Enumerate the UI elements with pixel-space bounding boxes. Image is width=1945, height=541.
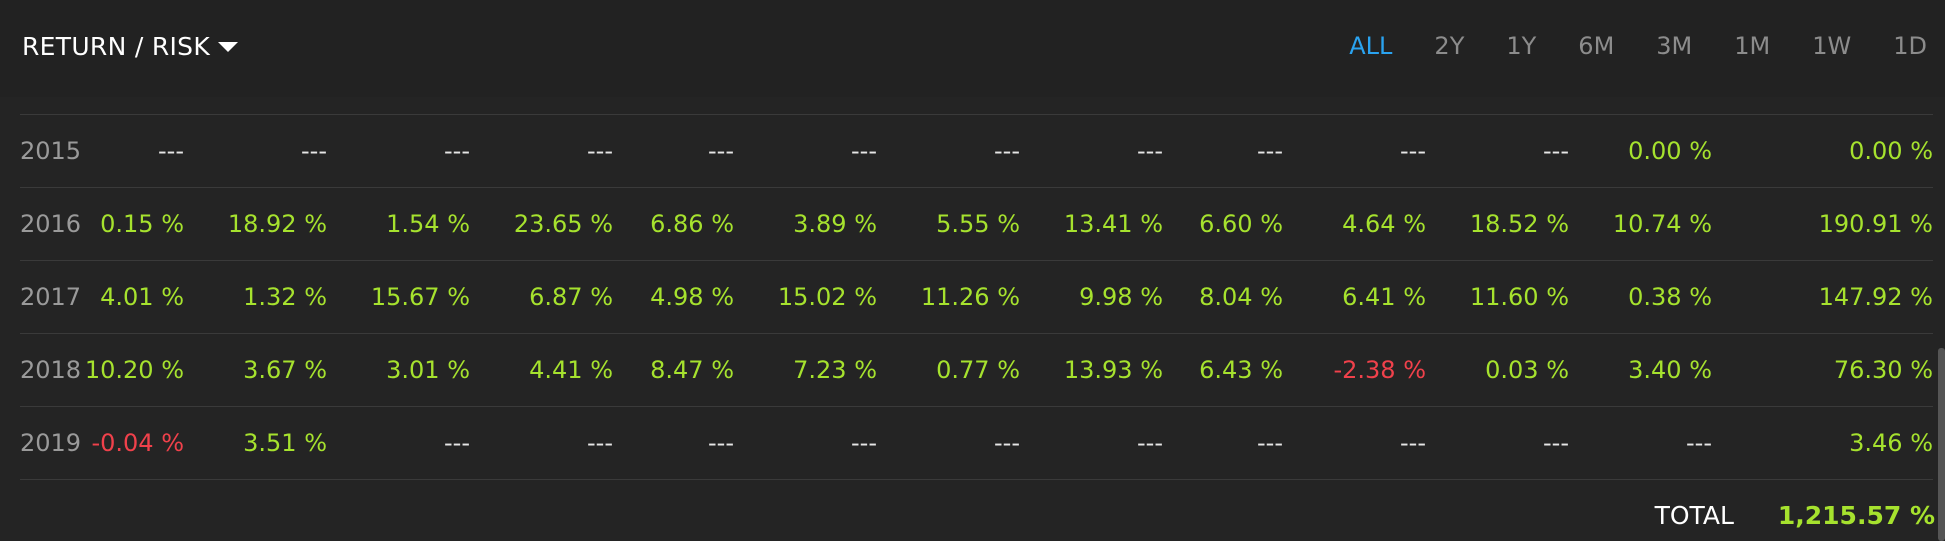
return-cell: 23.65 % — [513, 210, 613, 238]
return-cell: 3.51 % — [243, 429, 327, 457]
return-cell: --- — [1543, 429, 1569, 457]
return-risk-dropdown[interactable]: RETURN / RISK — [22, 30, 239, 62]
return-cell: 6.87 % — [529, 283, 613, 311]
return-cell: 4.64 % — [1342, 210, 1426, 238]
dropdown-label: RETURN / RISK — [22, 31, 211, 61]
return-cell: 0.03 % — [1485, 356, 1569, 384]
return-cell: 6.60 % — [1199, 210, 1283, 238]
return-cell: 3.01 % — [386, 356, 470, 384]
return-cell: --- — [444, 137, 470, 165]
period-tab-2y[interactable]: 2Y — [1434, 32, 1465, 60]
period-selector: ALL 2Y 1Y 6M 3M 1M 1W 1D — [1307, 30, 1927, 62]
return-cell: 0.38 % — [1628, 283, 1712, 311]
return-cell: 15.67 % — [370, 283, 470, 311]
return-cell: 9.98 % — [1079, 283, 1163, 311]
return-cell: --- — [1686, 429, 1712, 457]
return-cell: --- — [1257, 429, 1283, 457]
table-row: 2015 --- --- --- --- --- --- --- --- --- --- --- 0.0… — [20, 114, 1933, 187]
year-cell: 2019 — [20, 429, 82, 457]
return-cell: 15.02 % — [777, 283, 877, 311]
return-cell: --- — [1543, 137, 1569, 165]
return-cell: 4.01 % — [100, 283, 184, 311]
return-cell: 6.43 % — [1199, 356, 1283, 384]
return-cell: --- — [1400, 429, 1426, 457]
return-cell: 11.60 % — [1469, 283, 1569, 311]
year-total-cell: 0.00 % — [1849, 137, 1933, 165]
return-cell: 3.89 % — [793, 210, 877, 238]
caret-down-icon — [218, 42, 239, 52]
period-tab-6m[interactable]: 6M — [1578, 32, 1615, 60]
table-row: 2016 0.15 % 18.92 % 1.54 % 23.65 % 6.86 % 3.89… — [20, 187, 1933, 260]
year-total-cell: 3.46 % — [1849, 429, 1933, 457]
return-cell: --- — [994, 429, 1020, 457]
return-cell: 11.26 % — [920, 283, 1020, 311]
return-cell: 4.41 % — [529, 356, 613, 384]
return-cell: --- — [587, 137, 613, 165]
year-total-cell: 76.30 % — [1833, 356, 1933, 384]
period-tab-all[interactable]: ALL — [1349, 32, 1393, 60]
return-cell: --- — [1257, 137, 1283, 165]
period-tab-1w[interactable]: 1W — [1812, 32, 1852, 60]
table-row: 2019 -0.04 % 3.51 % --- --- --- --- --- --- --- --… — [20, 406, 1933, 480]
year-cell: 2015 — [20, 137, 82, 165]
year-total-cell: 147.92 % — [1818, 283, 1933, 311]
return-cell: --- — [708, 429, 734, 457]
period-tab-1y[interactable]: 1Y — [1506, 32, 1537, 60]
return-cell: --- — [851, 429, 877, 457]
return-cell: 6.86 % — [650, 210, 734, 238]
period-tab-1d[interactable]: 1D — [1893, 32, 1927, 60]
year-cell: 2016 — [20, 210, 82, 238]
scrollbar[interactable] — [1938, 348, 1945, 541]
return-cell: --- — [587, 429, 613, 457]
return-cell: 10.20 % — [84, 356, 184, 384]
return-cell: 8.04 % — [1199, 283, 1283, 311]
return-cell: 5.55 % — [936, 210, 1020, 238]
return-cell: --- — [444, 429, 470, 457]
table-row: 2018 10.20 % 3.67 % 3.01 % 4.41 % 8.47 % 7.23 … — [20, 333, 1933, 406]
year-total-cell: 190.91 % — [1818, 210, 1933, 238]
return-cell: 3.67 % — [243, 356, 327, 384]
return-cell: 10.74 % — [1612, 210, 1712, 238]
year-cell: 2018 — [20, 356, 82, 384]
return-cell: 1.32 % — [243, 283, 327, 311]
total-label: TOTAL — [1654, 500, 1734, 530]
return-cell: 1.54 % — [386, 210, 470, 238]
return-cell: -2.38 % — [1333, 356, 1426, 384]
period-tab-3m[interactable]: 3M — [1656, 32, 1693, 60]
return-cell: 0.00 % — [1628, 137, 1712, 165]
return-cell: 13.93 % — [1063, 356, 1163, 384]
return-cell: 18.92 % — [227, 210, 327, 238]
return-cell: --- — [1137, 137, 1163, 165]
return-cell: 13.41 % — [1063, 210, 1163, 238]
return-cell: 8.47 % — [650, 356, 734, 384]
total-value: 1,215.57 % — [1777, 500, 1935, 530]
return-cell: 6.41 % — [1342, 283, 1426, 311]
table-row: 2017 4.01 % 1.32 % 15.67 % 6.87 % 4.98 % 15.02… — [20, 260, 1933, 333]
returns-table: 2015 --- --- --- --- --- --- --- --- --- --- --- 0.0… — [20, 114, 1933, 480]
total-row: TOTAL 1,215.57 % — [1655, 495, 1935, 535]
return-cell: 3.40 % — [1628, 356, 1712, 384]
return-cell: --- — [994, 137, 1020, 165]
return-cell: 7.23 % — [793, 356, 877, 384]
return-cell: --- — [851, 137, 877, 165]
return-cell: 4.98 % — [650, 283, 734, 311]
period-tab-1m[interactable]: 1M — [1734, 32, 1771, 60]
return-cell: --- — [1400, 137, 1426, 165]
year-cell: 2017 — [20, 283, 82, 311]
header-bar: RETURN / RISK ALL 2Y 1Y 6M 3M 1M 1W 1D — [0, 0, 1945, 97]
return-cell: 0.15 % — [100, 210, 184, 238]
return-cell: 18.52 % — [1469, 210, 1569, 238]
return-cell: -0.04 % — [91, 429, 184, 457]
return-cell: --- — [1137, 429, 1163, 457]
return-cell: 0.77 % — [936, 356, 1020, 384]
return-cell: --- — [301, 137, 327, 165]
return-cell: --- — [158, 137, 184, 165]
return-cell: --- — [708, 137, 734, 165]
